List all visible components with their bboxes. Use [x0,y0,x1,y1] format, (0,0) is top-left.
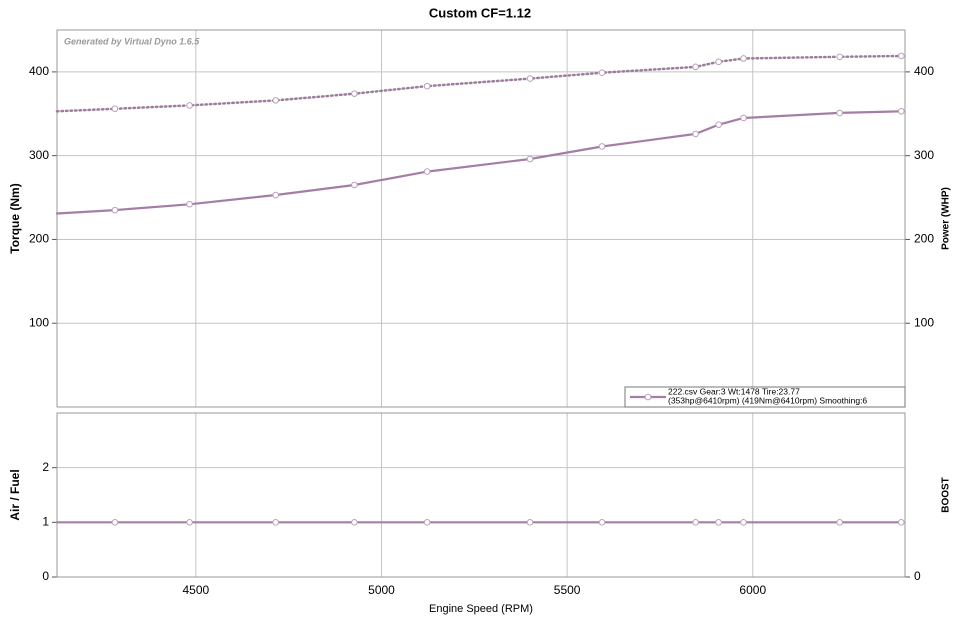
point-marker [272,519,279,526]
point-marker [740,55,747,62]
legend-text: 222.csv Gear:3 Wt:1478 Tire:23.77 [668,386,800,396]
y-tick-label: 400 [29,64,49,78]
y-tick-label: 100 [29,315,49,329]
point-marker [186,519,193,526]
x-tick-label: 6000 [739,583,766,597]
point-marker [740,519,747,526]
plot-area [57,413,905,577]
y2-tick-label: 0 [914,569,921,583]
point-marker [526,519,534,526]
y-axis-label: Air / Fuel [8,469,22,520]
y-tick-label: 200 [29,232,49,246]
point-marker [351,90,358,97]
plot-frame [56,29,906,408]
chart-title: Custom CF=1.12 [429,5,531,20]
y2-tick-label: 200 [914,232,934,246]
legend-swatch-marker [644,393,652,401]
y-tick-label: 300 [29,148,49,162]
point-marker [526,75,534,82]
point-marker [272,191,279,199]
x-tick-label: 4500 [183,583,210,597]
y2-axis-label: BOOST [941,477,952,513]
point-marker [272,97,279,104]
watermark: Generated by Virtual Dyno 1.6.5 [64,36,200,46]
point-marker [351,181,358,189]
plot-area [57,30,905,407]
point-marker [423,168,431,175]
point-marker [740,114,747,122]
point-marker [111,519,119,526]
point-marker [836,109,843,117]
point-marker [897,107,905,115]
point-marker [836,519,843,526]
legend: 222.csv Gear:3 Wt:1478 Tire:23.77(353hp@… [624,386,906,408]
y-tick-label: 2 [42,460,49,474]
y-axis-label: Torque (Nm) [8,183,22,253]
point-marker [715,121,722,128]
legend-box [624,386,906,408]
point-marker [598,143,606,150]
point-marker [351,519,358,526]
point-marker [111,206,119,214]
point-marker [836,53,843,61]
x-tick-label: 5000 [368,583,395,597]
x-axis-label: Engine Speed (RPM) [429,603,533,615]
point-marker [692,519,699,526]
point-marker [111,105,119,113]
point-marker [526,155,534,163]
point-marker [692,130,699,138]
point-marker [186,102,193,109]
y2-axis-label: Power (WHP) [941,187,952,250]
plot-frame [56,412,906,578]
y2-tick-label: 300 [914,148,934,162]
x-tick-label: 5500 [554,583,581,597]
point-marker [897,519,905,526]
point-marker [186,200,193,208]
point-marker [598,69,606,77]
point-marker [423,82,431,90]
y2-tick-label: 100 [914,315,934,329]
point-marker [897,52,905,60]
point-marker [692,63,699,71]
y-tick-label: 0 [42,569,49,583]
legend-text: (353hp@6410rpm) (419Nm@6410rpm) Smoothin… [668,395,867,405]
point-marker [423,519,431,526]
point-marker [715,58,722,66]
point-marker [598,519,606,526]
y2-tick-label: 400 [914,64,934,78]
y-tick-label: 1 [42,515,49,529]
point-marker [715,519,722,526]
